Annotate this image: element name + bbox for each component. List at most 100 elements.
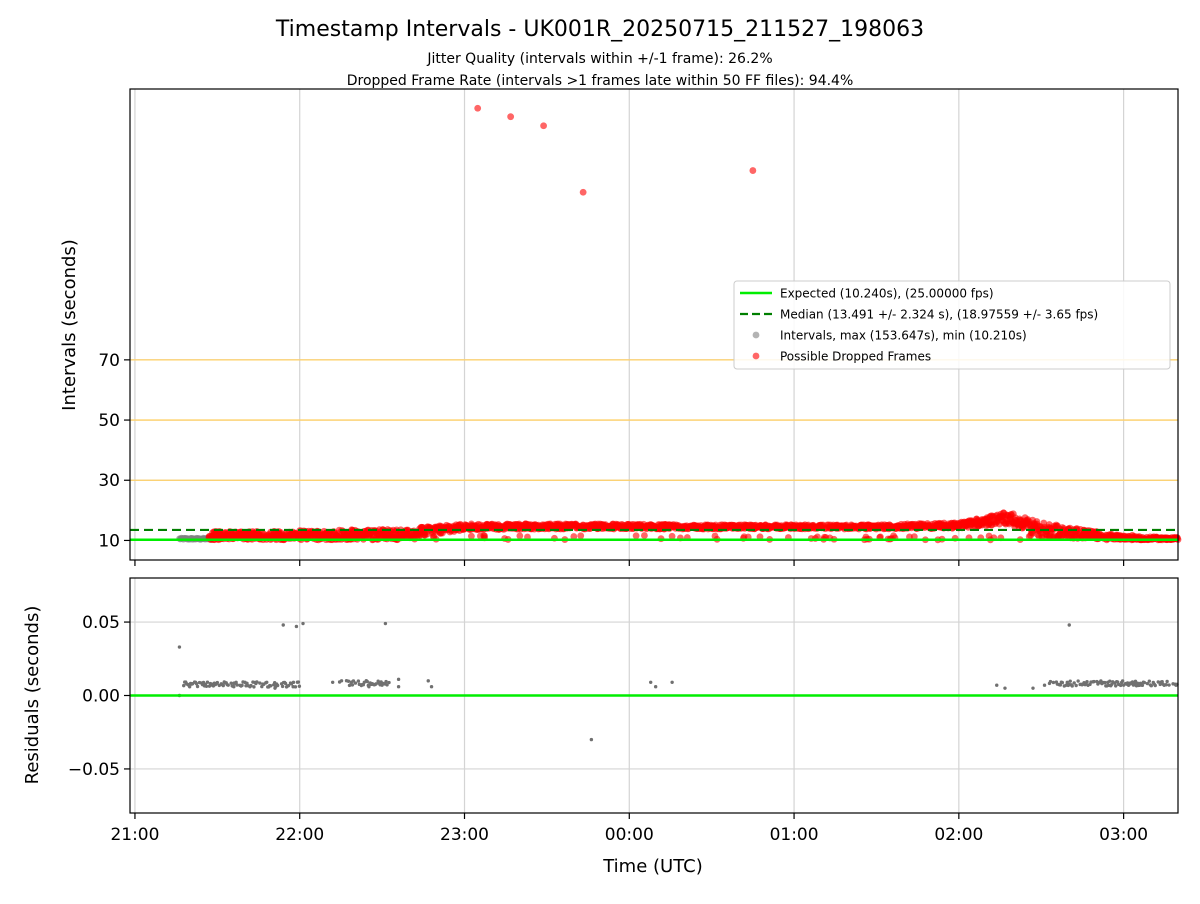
residual-point bbox=[1142, 680, 1147, 685]
x-tick-label: 21:00 bbox=[110, 825, 159, 845]
residuals-plot: 0.05 0.00 −0.05 21:00 22:00 23:00 00:00 01:00 02… bbox=[68, 577, 1179, 845]
residual-point bbox=[235, 683, 239, 687]
residual-point bbox=[1108, 679, 1112, 683]
top-y-tick-label: 10 bbox=[98, 531, 120, 551]
residual-point bbox=[1147, 679, 1152, 683]
intervals-plot: 10 30 50 70 bbox=[98, 88, 1182, 566]
dropped-frame-point bbox=[632, 532, 640, 540]
dropped-frame-point bbox=[423, 530, 431, 538]
outlier-point bbox=[507, 113, 515, 121]
residual-point bbox=[234, 680, 238, 685]
residual-point bbox=[182, 683, 186, 688]
dropped-frame-point bbox=[467, 532, 475, 540]
residual-point bbox=[1165, 679, 1169, 684]
chart-subtitle-line-2: Dropped Frame Rate (intervals >1 frames … bbox=[347, 73, 854, 89]
residual-point bbox=[1114, 684, 1118, 688]
residual-point bbox=[396, 684, 401, 689]
residual-point bbox=[286, 683, 291, 688]
top-y-axis-label: Intervals (seconds) bbox=[59, 239, 80, 411]
residual-point bbox=[273, 686, 277, 690]
residual-point bbox=[1156, 680, 1160, 684]
residual-point bbox=[365, 679, 369, 684]
residual-point bbox=[281, 623, 285, 627]
residual-point bbox=[429, 684, 434, 689]
chart-title: Timestamp Intervals - UK001R_20250715_21… bbox=[275, 17, 924, 42]
residual-point bbox=[258, 681, 262, 685]
bottom-y-tick-label: 0.00 bbox=[82, 687, 120, 707]
residual-point bbox=[205, 680, 210, 684]
residual-point bbox=[1048, 679, 1053, 684]
residual-point bbox=[249, 683, 253, 688]
residual-point bbox=[229, 681, 233, 685]
residual-point bbox=[291, 684, 295, 689]
residual-point bbox=[1076, 679, 1080, 683]
residual-point bbox=[1103, 680, 1107, 685]
residual-point bbox=[1003, 686, 1007, 690]
residual-point bbox=[291, 680, 296, 685]
outlier-point bbox=[749, 167, 757, 174]
bottom-y-tick-label: −0.05 bbox=[68, 760, 120, 780]
residual-point bbox=[356, 679, 361, 683]
legend-swatch-marker bbox=[752, 352, 760, 360]
residual-point bbox=[589, 737, 594, 742]
residual-point bbox=[330, 680, 335, 684]
bottom-y-axis-label: Residuals (seconds) bbox=[22, 606, 43, 785]
x-axis-label: Time (UTC) bbox=[602, 856, 703, 877]
outlier-point bbox=[579, 188, 587, 196]
residual-point bbox=[1031, 686, 1035, 690]
residual-point bbox=[649, 680, 653, 684]
residual-point bbox=[1060, 680, 1065, 685]
residual-point bbox=[301, 621, 305, 626]
residual-point bbox=[187, 685, 192, 689]
residual-point bbox=[1072, 681, 1076, 685]
residual-point bbox=[232, 684, 236, 689]
residual-point bbox=[339, 679, 344, 683]
residual-point bbox=[1160, 680, 1164, 684]
top-plot-frame bbox=[129, 88, 1179, 561]
residual-point bbox=[240, 683, 244, 688]
residual-point bbox=[1120, 679, 1125, 683]
legend-swatch-marker bbox=[752, 331, 760, 339]
residual-point bbox=[1118, 683, 1123, 688]
residual-point bbox=[426, 679, 430, 683]
residual-point bbox=[385, 683, 389, 687]
residual-point bbox=[226, 683, 230, 687]
dropped-frame-point bbox=[516, 532, 524, 540]
dropped-frame-point bbox=[910, 533, 918, 541]
residual-point bbox=[294, 624, 299, 629]
dropped-frame-point bbox=[668, 532, 676, 540]
legend-label: Median (13.491 +/- 2.324 s), (18.97559 +… bbox=[780, 308, 1098, 322]
residual-point bbox=[1085, 680, 1089, 684]
residual-point bbox=[353, 681, 358, 685]
dropped-frame-point bbox=[577, 532, 585, 540]
residual-point bbox=[260, 684, 264, 689]
residual-point bbox=[1074, 683, 1078, 688]
residual-point bbox=[1167, 683, 1171, 687]
residual-point bbox=[1067, 623, 1071, 627]
legend-box bbox=[733, 280, 1171, 370]
dropped-frame-point bbox=[641, 532, 648, 539]
outlier-point bbox=[474, 104, 482, 112]
residual-point bbox=[1070, 684, 1074, 688]
x-tick-label: 23:00 bbox=[440, 825, 489, 845]
residual-point bbox=[280, 684, 285, 689]
residual-point bbox=[374, 682, 378, 686]
residual-point bbox=[1145, 681, 1150, 686]
residual-point bbox=[269, 684, 273, 688]
top-y-tick-label: 30 bbox=[98, 471, 120, 491]
x-tick-label: 22:00 bbox=[275, 825, 324, 845]
bottom-y-tick-label: 0.05 bbox=[82, 613, 120, 633]
x-tick-label: 00:00 bbox=[605, 825, 654, 845]
residual-point bbox=[367, 684, 371, 689]
residual-point bbox=[297, 684, 302, 688]
residual-point bbox=[204, 684, 209, 688]
residual-point bbox=[995, 683, 999, 687]
residual-point bbox=[1164, 683, 1168, 687]
chart-legend: Expected (10.240s), (25.00000 fps) Median… bbox=[733, 280, 1171, 370]
residual-point bbox=[177, 645, 182, 649]
residual-point bbox=[653, 684, 658, 689]
residual-point bbox=[194, 681, 199, 686]
residual-point bbox=[275, 683, 280, 688]
